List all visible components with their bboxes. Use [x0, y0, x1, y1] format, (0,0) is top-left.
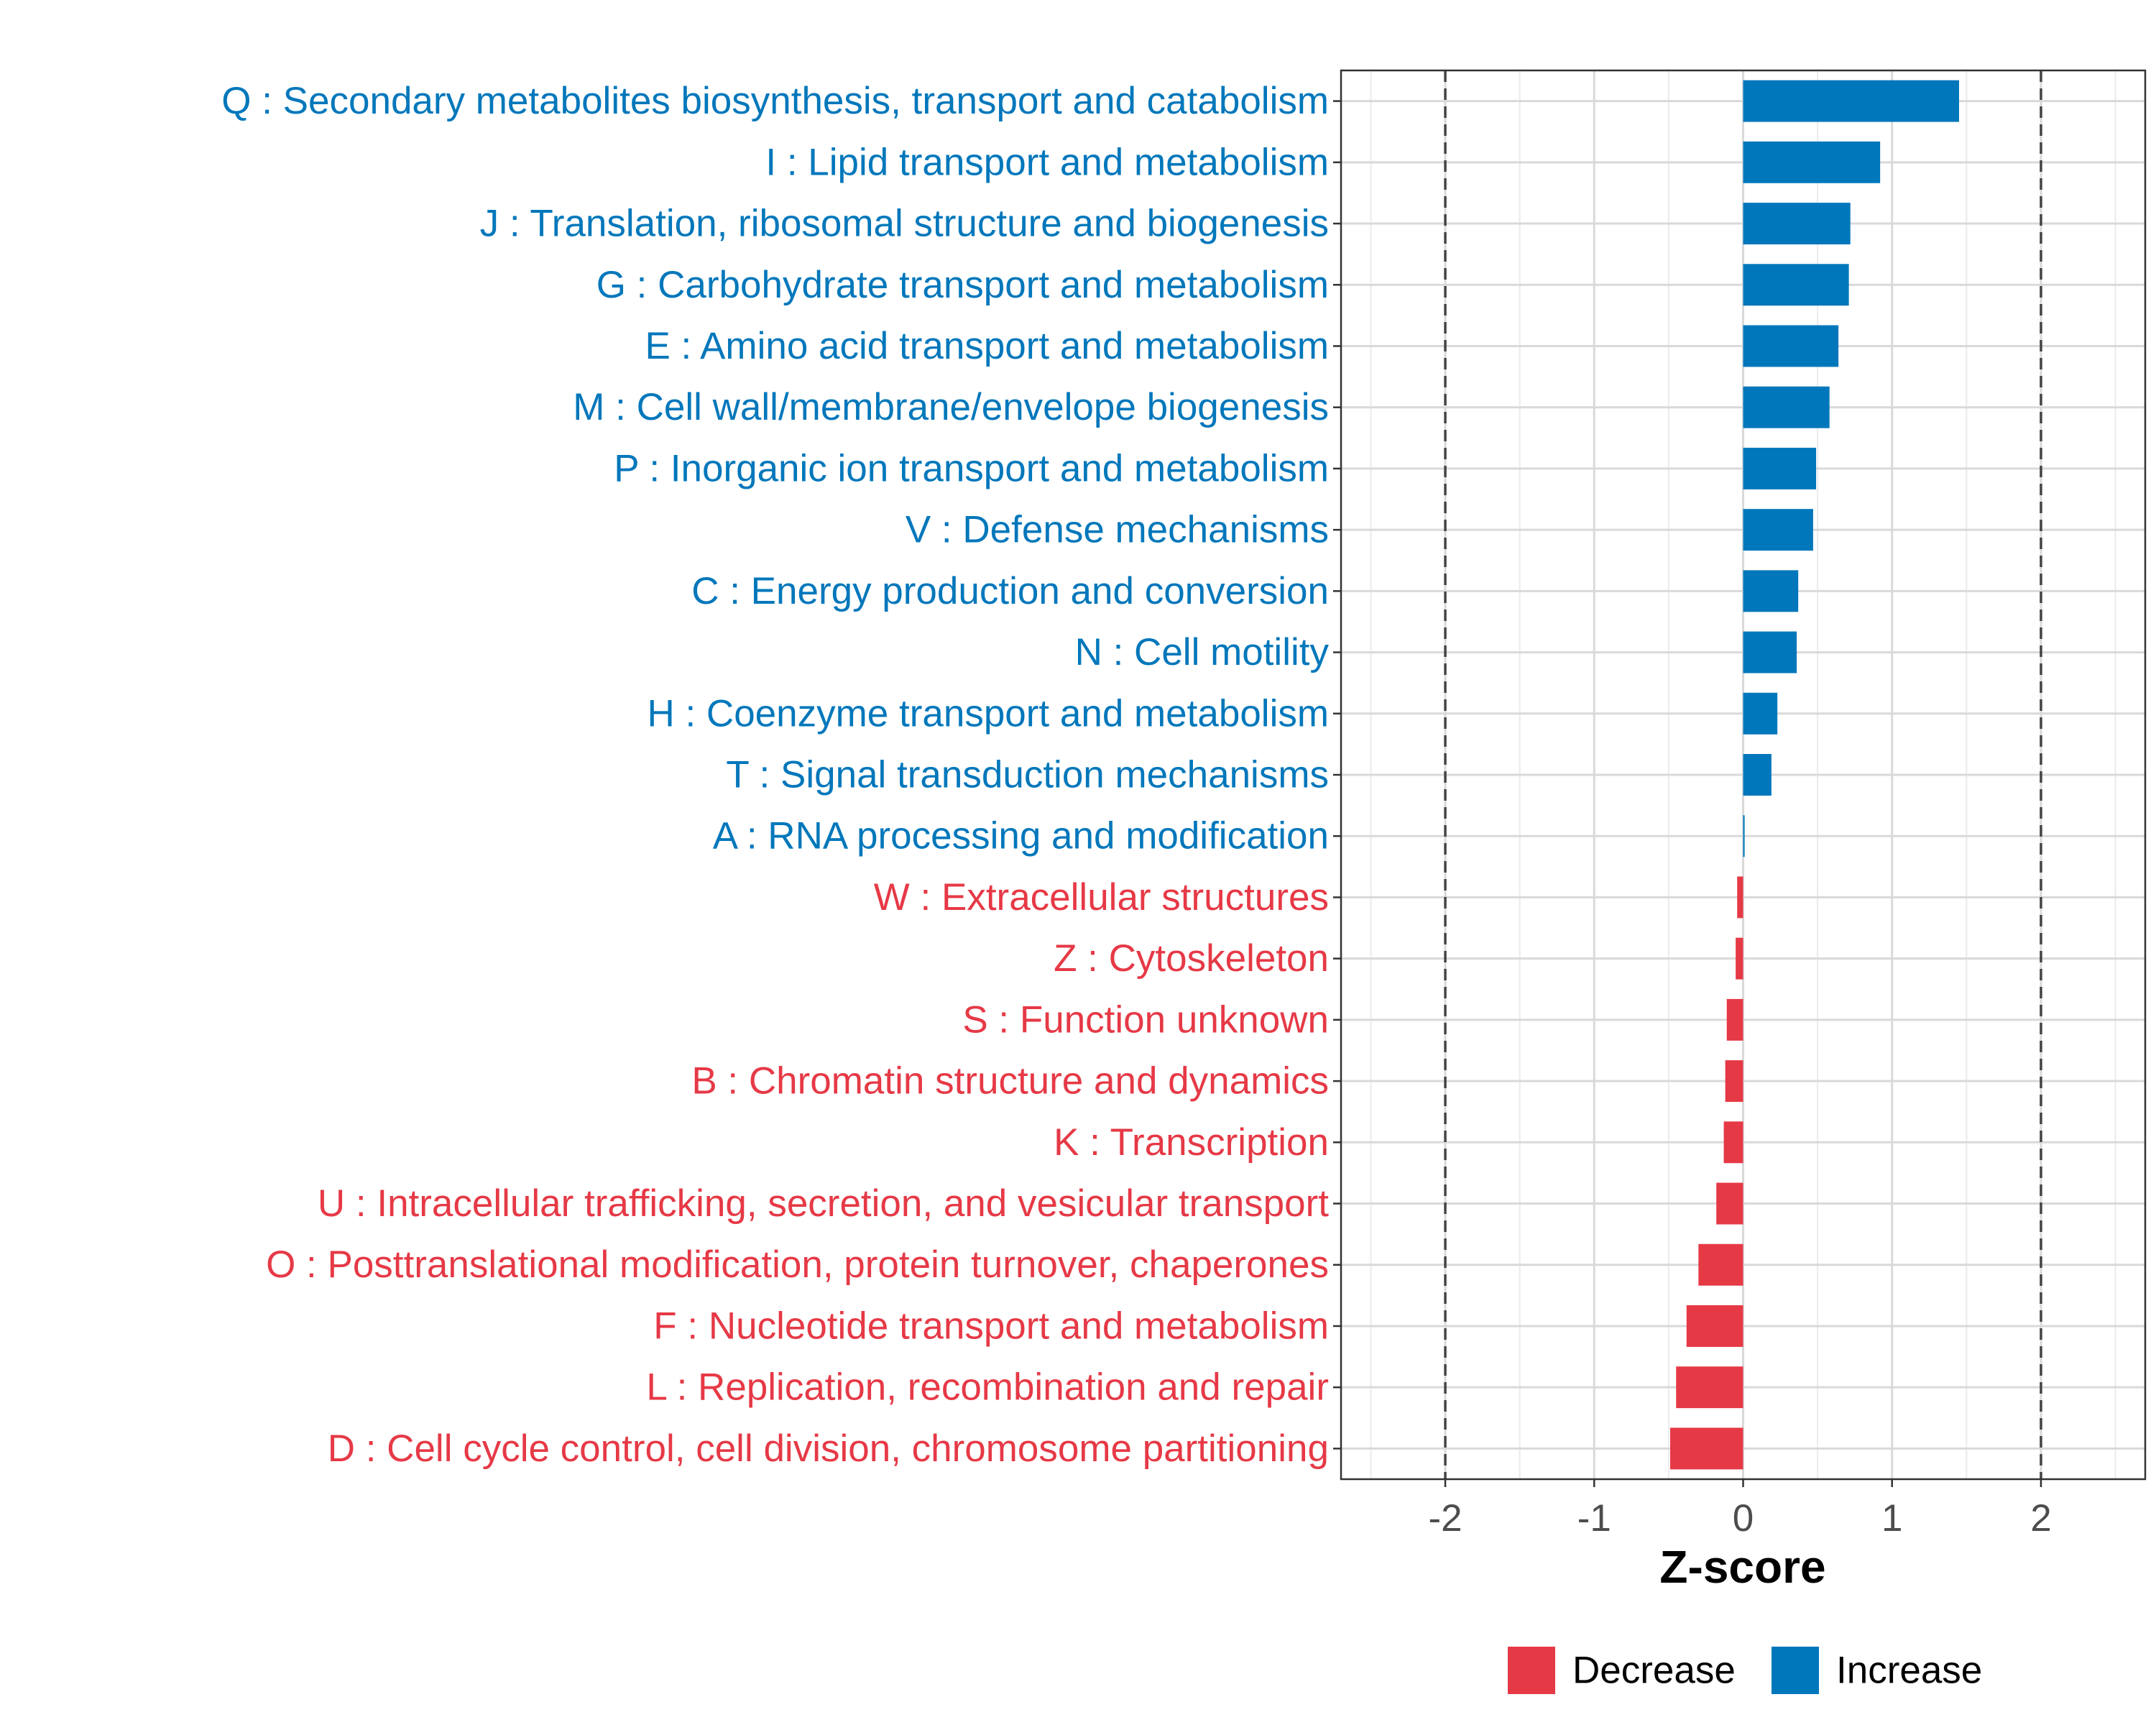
bar-l	[1676, 1366, 1743, 1409]
category-label: V : Defense mechanisms	[906, 509, 1329, 551]
category-label: W : Extracellular structures	[874, 876, 1329, 919]
category-label: C : Energy production and conversion	[691, 570, 1329, 612]
bar-a	[1743, 815, 1745, 857]
bars	[1669, 80, 1959, 1470]
bar-o	[1698, 1243, 1743, 1286]
category-label: A : RNA processing and modification	[713, 815, 1329, 857]
category-label: T : Signal transduction mechanisms	[726, 754, 1329, 796]
x-axis-title: Z-score	[1659, 1541, 1825, 1593]
category-label: O : Posttranslational modification, prot…	[266, 1243, 1329, 1286]
bar-g	[1743, 264, 1849, 306]
bar-v	[1743, 509, 1813, 551]
bar-b	[1725, 1060, 1743, 1103]
x-tick-label: -1	[1577, 1497, 1611, 1540]
bar-z	[1736, 937, 1743, 980]
category-label: I : Lipid transport and metabolism	[765, 141, 1329, 183]
category-label: S : Function unknown	[962, 998, 1329, 1041]
x-tick-label: 0	[1733, 1497, 1754, 1540]
bar-w	[1737, 876, 1743, 919]
category-label: F : Nucleotide transport and metabolism	[653, 1305, 1329, 1347]
x-tick-label: -2	[1428, 1497, 1462, 1540]
x-tick-label: 1	[1881, 1497, 1902, 1540]
bar-q	[1743, 80, 1959, 122]
bar-u	[1716, 1182, 1743, 1225]
bar-i	[1743, 141, 1881, 183]
legend-swatch-increase	[1772, 1647, 1819, 1694]
category-label: J : Translation, ribosomal structure and…	[480, 203, 1329, 245]
category-label: L : Replication, recombination and repai…	[646, 1366, 1329, 1409]
bar-j	[1743, 203, 1851, 245]
category-label: D : Cell cycle control, cell division, c…	[328, 1427, 1329, 1470]
category-label: Q : Secondary metabolites biosynthesis, …	[221, 80, 1329, 122]
bar-h	[1743, 692, 1778, 735]
category-label: B : Chromatin structure and dynamics	[691, 1060, 1329, 1103]
category-label: M : Cell wall/membrane/envelope biogenes…	[573, 386, 1329, 428]
bar-s	[1726, 998, 1743, 1041]
bar-m	[1743, 386, 1830, 428]
bar-f	[1686, 1305, 1743, 1347]
y-axis-ticks	[1333, 100, 1341, 1450]
category-label: E : Amino acid transport and metabolism	[645, 325, 1329, 367]
category-label: N : Cell motility	[1075, 631, 1330, 673]
y-axis-category-labels: Q : Secondary metabolites biosynthesis, …	[221, 80, 1329, 1470]
legend: Decrease Increase	[1508, 1647, 1982, 1694]
category-label: G : Carbohydrate transport and metabolis…	[596, 264, 1329, 306]
legend-swatch-decrease	[1508, 1647, 1555, 1694]
bar-p	[1743, 447, 1817, 489]
bar-t	[1743, 754, 1772, 796]
category-label: P : Inorganic ion transport and metaboli…	[614, 447, 1329, 489]
x-axis-ticks: -2 -1 0 1 2	[1428, 1479, 2052, 1540]
category-label: U : Intracellular trafficking, secretion…	[318, 1182, 1329, 1225]
category-label: Z : Cytoskeleton	[1054, 937, 1329, 980]
bar-d	[1669, 1427, 1743, 1470]
x-tick-label: 2	[2030, 1497, 2051, 1540]
legend-label-increase: Increase	[1836, 1650, 1982, 1692]
category-label: K : Transcription	[1054, 1121, 1329, 1164]
category-label: H : Coenzyme transport and metabolism	[647, 692, 1329, 735]
reference-lines	[1444, 70, 2042, 1479]
bar-c	[1743, 570, 1799, 612]
legend-label-decrease: Decrease	[1572, 1650, 1736, 1692]
bar-k	[1723, 1121, 1743, 1164]
bar-e	[1743, 325, 1839, 367]
bar-n	[1743, 631, 1797, 673]
